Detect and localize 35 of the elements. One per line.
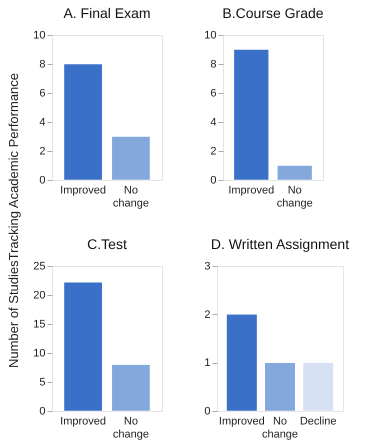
chart-title: D. Written Assignment — [210, 236, 350, 252]
y-tick-label: 6 — [210, 88, 216, 100]
x-tick-label: Improved — [228, 184, 274, 196]
y-tick-label: 8 — [210, 58, 216, 70]
x-tick-label: No change — [112, 184, 149, 210]
y-tick-label: 15 — [33, 318, 46, 330]
chart-title: C.Test — [87, 236, 127, 252]
y-tick-label: 0 — [210, 174, 216, 186]
y-tick-label: 1 — [204, 357, 210, 370]
y-tick-label: 2 — [210, 146, 216, 158]
y-tick-label: 8 — [39, 58, 46, 70]
y-tick-label: 6 — [39, 88, 46, 100]
chart-title: A. Final Exam — [63, 5, 151, 21]
y-tick-label: 20 — [33, 290, 46, 302]
x-tick-label: Decline — [300, 416, 337, 428]
x-tick-label: No change — [112, 416, 149, 440]
y-tick-label: 0 — [39, 406, 46, 418]
y-tick-label: 25 — [33, 260, 46, 272]
chart-title: B.Course Grade — [222, 5, 324, 21]
y-tick-label: 4 — [210, 116, 216, 128]
y-tick-label: 4 — [39, 116, 46, 128]
y-axis-title: Number of StudiesTracking Academic Performance — [6, 72, 22, 368]
x-tick-label: Improved — [60, 416, 106, 428]
y-tick-label: 2 — [204, 308, 210, 321]
x-tick-label: Improved — [218, 416, 265, 428]
y-tick-label: 10 — [204, 30, 216, 42]
y-tick-label: 3 — [204, 260, 210, 272]
x-tick-label: No change — [276, 184, 313, 210]
y-tick-label: 0 — [204, 406, 210, 418]
y-tick-label: 10 — [33, 348, 46, 360]
y-tick-label: 2 — [39, 146, 46, 158]
y-tick-label: 10 — [33, 30, 46, 42]
y-tick-label: 0 — [39, 174, 46, 186]
y-tick-label: 5 — [39, 376, 46, 388]
x-tick-label: Improved — [60, 184, 106, 196]
